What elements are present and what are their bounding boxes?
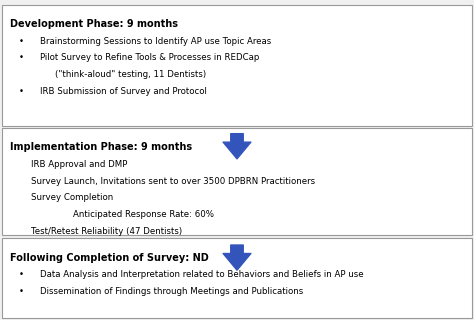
Text: IRB Submission of Survey and Protocol: IRB Submission of Survey and Protocol xyxy=(40,87,207,96)
Text: •: • xyxy=(19,270,24,279)
Text: Survey Completion: Survey Completion xyxy=(31,193,113,202)
Text: Survey Launch, Invitations sent to over 3500 DPBRN Practitioners: Survey Launch, Invitations sent to over … xyxy=(31,177,315,186)
Text: •: • xyxy=(19,53,24,62)
Text: Pilot Survey to Refine Tools & Processes in REDCap: Pilot Survey to Refine Tools & Processes… xyxy=(40,53,260,62)
Text: Implementation Phase: 9 months: Implementation Phase: 9 months xyxy=(10,142,192,152)
Text: Following Completion of Survey: ND: Following Completion of Survey: ND xyxy=(10,253,209,263)
Text: •: • xyxy=(19,37,24,46)
Text: IRB Approval and DMP: IRB Approval and DMP xyxy=(31,160,127,169)
FancyBboxPatch shape xyxy=(2,5,472,126)
Text: Development Phase: 9 months: Development Phase: 9 months xyxy=(10,19,178,29)
Text: •: • xyxy=(19,87,24,96)
Text: ("think-aloud" testing, 11 Dentists): ("think-aloud" testing, 11 Dentists) xyxy=(55,70,206,79)
FancyBboxPatch shape xyxy=(2,238,472,318)
FancyArrowPatch shape xyxy=(223,245,251,270)
Text: Data Analysis and Interpretation related to Behaviors and Beliefs in AP use: Data Analysis and Interpretation related… xyxy=(40,270,364,279)
Text: Dissemination of Findings through Meetings and Publications: Dissemination of Findings through Meetin… xyxy=(40,287,303,296)
Text: Brainstorming Sessions to Identify AP use Topic Areas: Brainstorming Sessions to Identify AP us… xyxy=(40,37,272,46)
Text: Anticipated Response Rate: 60%: Anticipated Response Rate: 60% xyxy=(73,210,214,219)
Text: Test/Retest Reliability (47 Dentists): Test/Retest Reliability (47 Dentists) xyxy=(31,227,182,236)
FancyArrowPatch shape xyxy=(223,134,251,159)
FancyBboxPatch shape xyxy=(2,128,472,235)
Text: •: • xyxy=(19,287,24,296)
